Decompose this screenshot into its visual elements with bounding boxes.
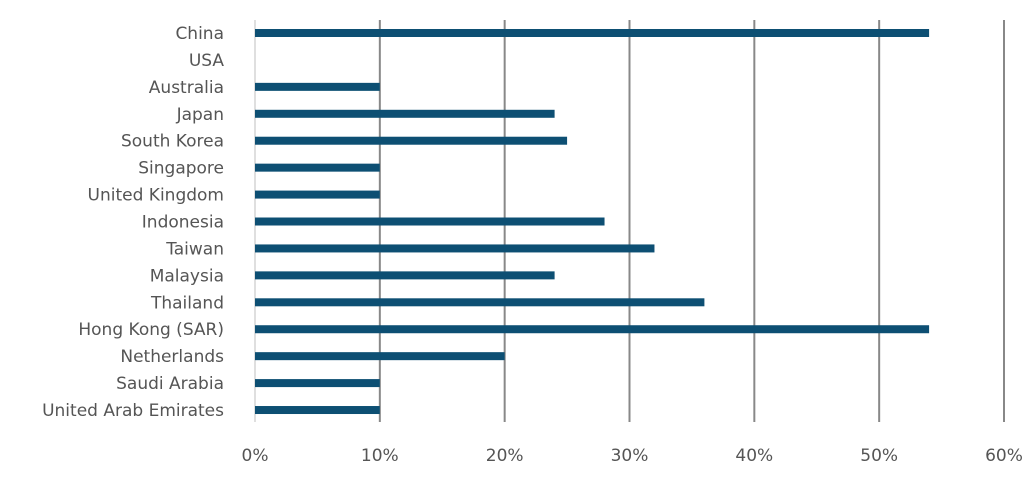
bar xyxy=(255,190,380,199)
bar xyxy=(255,29,930,37)
category-label: Saudi Arabia xyxy=(116,374,224,394)
bar xyxy=(255,379,380,388)
bar xyxy=(255,163,380,172)
category-label: Taiwan xyxy=(165,239,224,259)
category-label: United Arab Emirates xyxy=(42,401,224,421)
category-label: Malaysia xyxy=(150,266,224,286)
x-tick-label: 50% xyxy=(860,446,898,466)
x-tick-label: 30% xyxy=(611,446,649,466)
x-tick-label: 40% xyxy=(735,446,773,466)
category-label: Singapore xyxy=(138,159,224,179)
x-tick-label: 10% xyxy=(361,446,399,466)
bar xyxy=(255,325,930,334)
x-tick-label: 0% xyxy=(242,446,269,466)
category-label: Thailand xyxy=(150,293,224,313)
category-label: Netherlands xyxy=(120,347,224,367)
bars xyxy=(255,29,930,415)
category-label: Australia xyxy=(149,78,224,98)
x-axis-tick-labels: 0% 10% 20% 30% 40% 50% 60% xyxy=(242,446,1023,466)
bar xyxy=(255,406,380,415)
category-label: China xyxy=(175,24,224,44)
bar xyxy=(255,352,505,361)
bar xyxy=(255,217,605,226)
bar xyxy=(255,271,555,280)
category-label: Indonesia xyxy=(142,213,224,233)
category-label: Hong Kong (SAR) xyxy=(78,320,224,340)
x-tick-label: 60% xyxy=(985,446,1023,466)
bar xyxy=(255,82,380,91)
bar xyxy=(255,109,555,118)
category-label: Japan xyxy=(176,105,224,125)
category-labels: China USA Australia Japan South Korea Singapo… xyxy=(42,24,224,421)
bar xyxy=(255,244,655,253)
bar xyxy=(255,136,568,145)
bar xyxy=(255,298,705,307)
category-label: United Kingdom xyxy=(88,186,224,206)
category-label: South Korea xyxy=(121,132,224,152)
category-label: USA xyxy=(189,51,225,71)
x-tick-label: 20% xyxy=(486,446,524,466)
